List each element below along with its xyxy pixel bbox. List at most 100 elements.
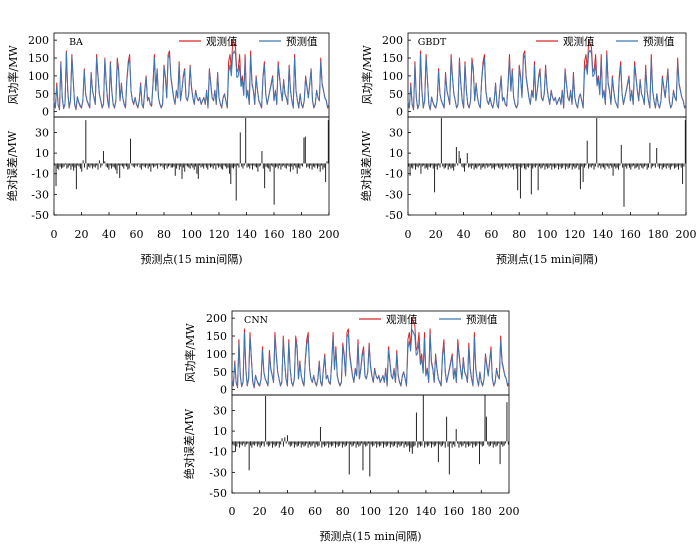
error-bar — [93, 163, 95, 167]
error-bar — [683, 163, 685, 167]
error-bar — [354, 441, 356, 444]
error-bar — [499, 163, 501, 169]
xtick-label: 40 — [457, 228, 471, 241]
error-bar — [663, 163, 664, 168]
error-bar — [325, 441, 327, 446]
top-ylabel: 风功率/MW — [6, 45, 20, 105]
error-bar — [108, 163, 110, 170]
error-bar — [74, 163, 76, 168]
error-bar — [424, 163, 426, 169]
error-bar — [308, 163, 310, 169]
error-bar — [481, 163, 483, 168]
error-bar — [105, 163, 107, 167]
error-bar — [378, 441, 380, 447]
xtick-label: 100 — [181, 228, 202, 241]
chart-panel-gbdt: 0 50 100 150 200 -50 -30 -10 10 30 0 20 40 60 80 100 120… — [359, 32, 697, 266]
error-bar — [420, 163, 422, 174]
error-bar — [452, 441, 454, 445]
error-bar — [423, 163, 425, 166]
error-bar — [172, 163, 174, 168]
error-bar — [458, 151, 460, 164]
error-bar — [269, 163, 271, 172]
error-bar — [559, 163, 561, 167]
error-bar — [299, 441, 301, 444]
error-bar — [352, 441, 354, 446]
error-bar — [333, 441, 335, 444]
legend-observed-label: 观测值 — [563, 35, 595, 48]
error-bar — [136, 163, 138, 167]
xtick-label: 160 — [620, 228, 641, 241]
error-bar — [562, 163, 564, 168]
error-bar — [197, 163, 199, 179]
error-bar — [451, 441, 453, 448]
error-bar — [442, 441, 443, 446]
top-ylabel: 风功率/MW — [183, 323, 197, 383]
top-ytick-label: 50 — [213, 366, 227, 379]
error-bar — [295, 441, 297, 445]
error-bar — [109, 163, 111, 166]
legend-predicted-label: 预测值 — [466, 313, 498, 326]
error-bar — [243, 163, 245, 166]
error-bar — [517, 163, 519, 191]
error-bar — [322, 163, 324, 170]
error-bar — [296, 441, 298, 447]
error-bar — [247, 441, 249, 444]
error-bar — [255, 441, 257, 444]
error-bar — [450, 441, 452, 444]
error-bar — [70, 163, 72, 170]
error-bar — [661, 163, 663, 170]
error-bar — [278, 441, 280, 448]
error-bar — [321, 441, 323, 448]
error-bar — [410, 163, 412, 168]
error-bar — [205, 163, 207, 168]
error-bar — [496, 441, 498, 446]
error-bar — [248, 441, 250, 471]
xtick-label: 100 — [360, 505, 381, 518]
error-bar — [163, 163, 165, 170]
error-bar — [613, 163, 615, 167]
error-bar — [169, 163, 171, 166]
error-bar — [439, 441, 441, 445]
error-bar — [539, 163, 540, 167]
error-bar — [321, 163, 323, 166]
error-bar — [633, 163, 635, 166]
xtick-label: 100 — [537, 228, 558, 241]
error-bar — [400, 441, 402, 446]
error-bar — [234, 441, 236, 452]
error-bar — [476, 163, 478, 169]
error-bar — [510, 163, 512, 168]
error-bar — [480, 441, 482, 445]
error-bar — [630, 163, 632, 170]
error-bar — [448, 441, 450, 475]
error-bar — [292, 163, 294, 170]
error-bar — [494, 163, 496, 170]
error-bar — [226, 163, 228, 169]
error-bar — [73, 163, 75, 171]
error-bar — [579, 163, 581, 190]
error-bar — [377, 441, 379, 445]
error-bar — [317, 441, 319, 447]
top-ylabel: 风功率/MW — [360, 45, 374, 105]
error-bar — [241, 441, 243, 446]
error-bar — [215, 163, 217, 170]
error-bar — [611, 163, 613, 168]
error-bar — [131, 163, 133, 166]
error-bar — [77, 163, 79, 166]
error-bar — [282, 441, 284, 447]
error-bar — [472, 441, 474, 448]
error-bar — [526, 163, 528, 167]
error-bar — [496, 163, 498, 166]
error-bar — [426, 441, 428, 447]
error-bar — [684, 120, 686, 164]
error-bar — [173, 163, 175, 167]
error-bar — [101, 163, 103, 166]
error-bar — [265, 396, 267, 442]
error-bar — [505, 441, 507, 444]
error-bar — [310, 163, 312, 166]
error-bar — [158, 163, 160, 165]
error-bar — [191, 163, 192, 166]
top-ytick-label: 0 — [396, 106, 403, 119]
error-bar — [446, 416, 448, 442]
error-bar — [356, 441, 358, 445]
